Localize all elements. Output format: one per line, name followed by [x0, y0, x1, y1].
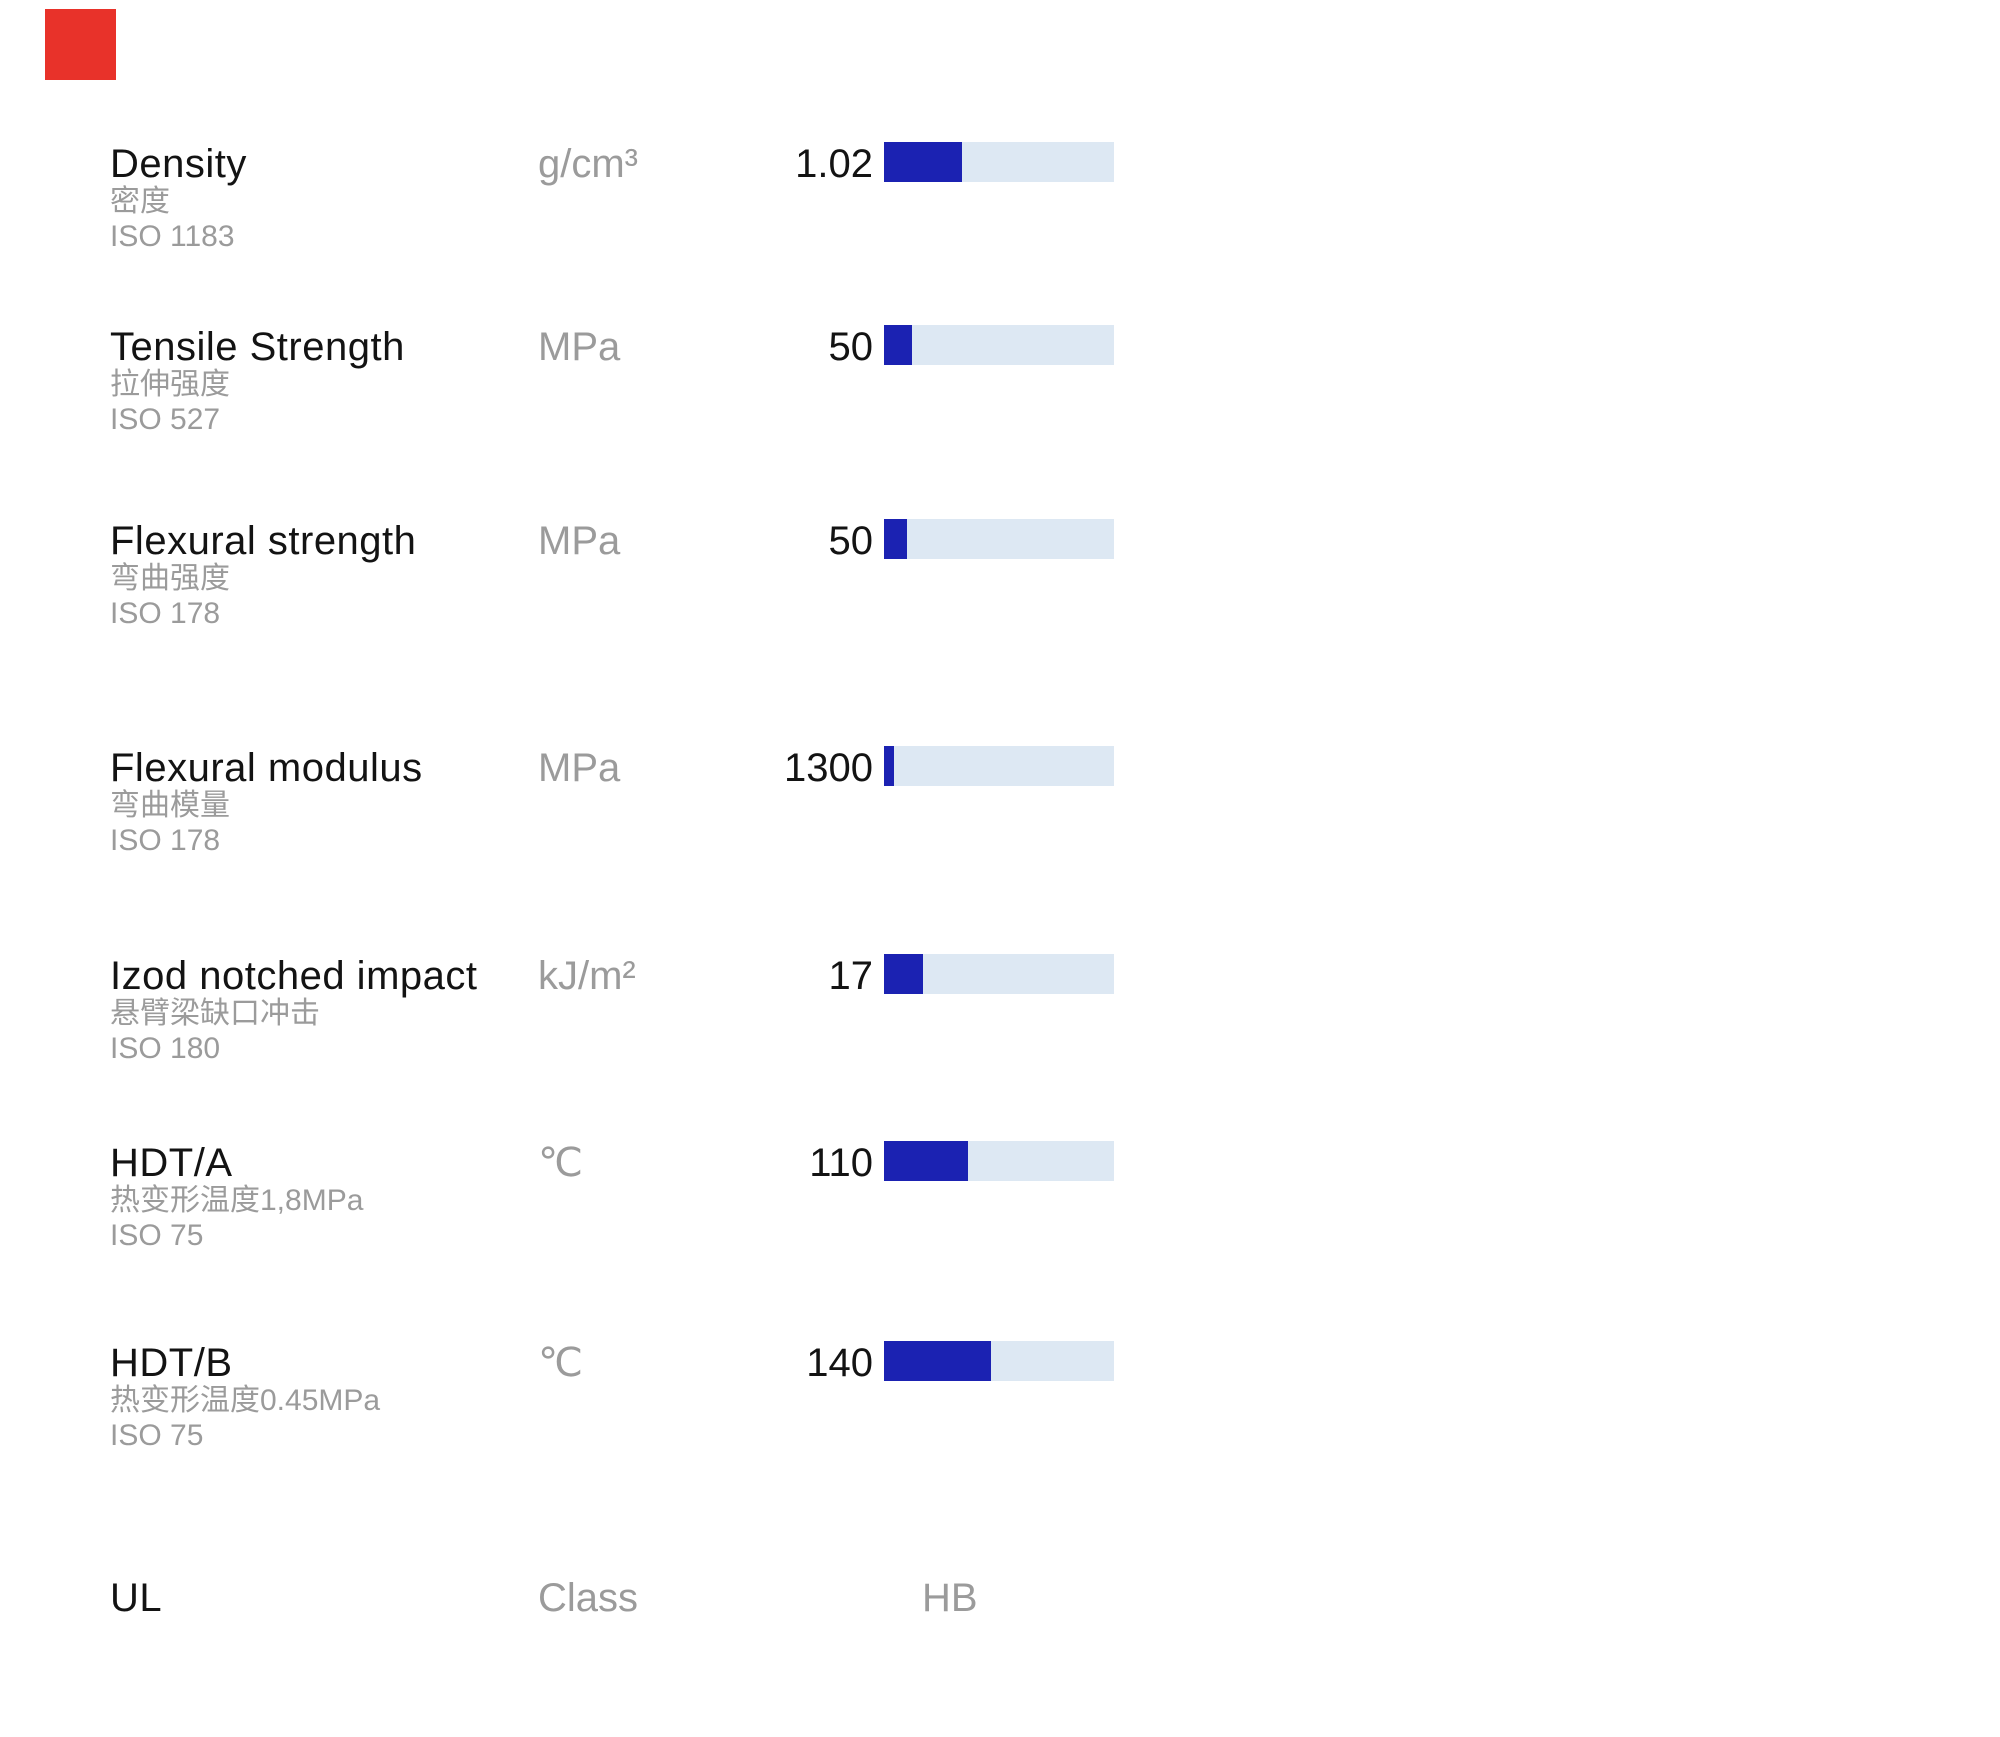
property-name-chinese: 热变形温度1,8MPa: [110, 1184, 364, 1217]
property-name-chinese: 热变形温度0.45MPa: [110, 1384, 381, 1417]
property-name-chinese: 弯曲强度: [110, 562, 230, 595]
property-row: Flexural modulus 弯曲模量 ISO 178 MPa 1300: [0, 746, 2000, 881]
property-name-chinese: 拉伸强度: [110, 368, 230, 401]
property-row: Flexural strength 弯曲强度 ISO 178 MPa 50: [0, 519, 2000, 654]
test-standard: ISO 1183: [110, 220, 235, 253]
property-name-chinese: 悬臂梁缺口冲击: [110, 997, 320, 1030]
bar-track: [884, 325, 1114, 365]
test-standard: ISO 75: [110, 1219, 204, 1252]
unit-label: ℃: [538, 1341, 583, 1385]
bar-track: [884, 746, 1114, 786]
property-name: HDT/B: [110, 1341, 233, 1385]
property-row: Tensile Strength 拉伸强度 ISO 527 MPa 50: [0, 325, 2000, 460]
bar-fill: [884, 1141, 968, 1181]
property-name-chinese: 密度: [110, 185, 170, 218]
ul-class-label: Class: [538, 1576, 639, 1620]
property-name: HDT/A: [110, 1141, 233, 1185]
bar-track: [884, 1341, 1114, 1381]
property-value: 50: [828, 325, 874, 369]
bar-track: [884, 1141, 1114, 1181]
bar-track: [884, 519, 1114, 559]
test-standard: ISO 178: [110, 824, 221, 857]
property-value: 140: [806, 1341, 873, 1385]
ul-label: UL: [110, 1576, 163, 1620]
bar-fill: [884, 142, 962, 182]
brand-logo-square: [45, 9, 116, 80]
test-standard: ISO 178: [110, 597, 221, 630]
property-name-chinese: 弯曲模量: [110, 789, 230, 822]
unit-label: g/cm³: [538, 142, 638, 186]
bar-fill: [884, 1341, 991, 1381]
ul-row: UL Class HB: [0, 1576, 2000, 1711]
bar-fill: [884, 519, 907, 559]
property-row: HDT/A 热变形温度1,8MPa ISO 75 ℃ 110: [0, 1141, 2000, 1276]
unit-label: MPa: [538, 746, 621, 790]
unit-label: MPa: [538, 325, 621, 369]
test-standard: ISO 180: [110, 1032, 221, 1065]
property-value: 1300: [784, 746, 873, 790]
test-standard: ISO 75: [110, 1419, 204, 1452]
unit-label: ℃: [538, 1141, 583, 1185]
unit-label: kJ/m²: [538, 954, 636, 998]
ul-rating-value: HB: [922, 1576, 978, 1620]
property-name: Tensile Strength: [110, 325, 405, 369]
bar-fill: [884, 954, 923, 994]
property-name: Density: [110, 142, 247, 186]
property-name: Izod notched impact: [110, 954, 478, 998]
property-value: 50: [828, 519, 874, 563]
property-name: Flexural strength: [110, 519, 417, 563]
property-value: 110: [809, 1141, 873, 1185]
unit-label: MPa: [538, 519, 621, 563]
bar-track: [884, 954, 1114, 994]
property-name: Flexural modulus: [110, 746, 423, 790]
bar-track: [884, 142, 1114, 182]
property-value: 17: [828, 954, 874, 998]
bar-fill: [884, 746, 894, 786]
property-row: Izod notched impact 悬臂梁缺口冲击 ISO 180 kJ/m…: [0, 954, 2000, 1089]
property-row: HDT/B 热变形温度0.45MPa ISO 75 ℃ 140: [0, 1341, 2000, 1476]
property-value: 1.02: [795, 142, 873, 186]
test-standard: ISO 527: [110, 403, 221, 436]
property-row: Density 密度 ISO 1183 g/cm³ 1.02: [0, 142, 2000, 277]
bar-fill: [884, 325, 912, 365]
